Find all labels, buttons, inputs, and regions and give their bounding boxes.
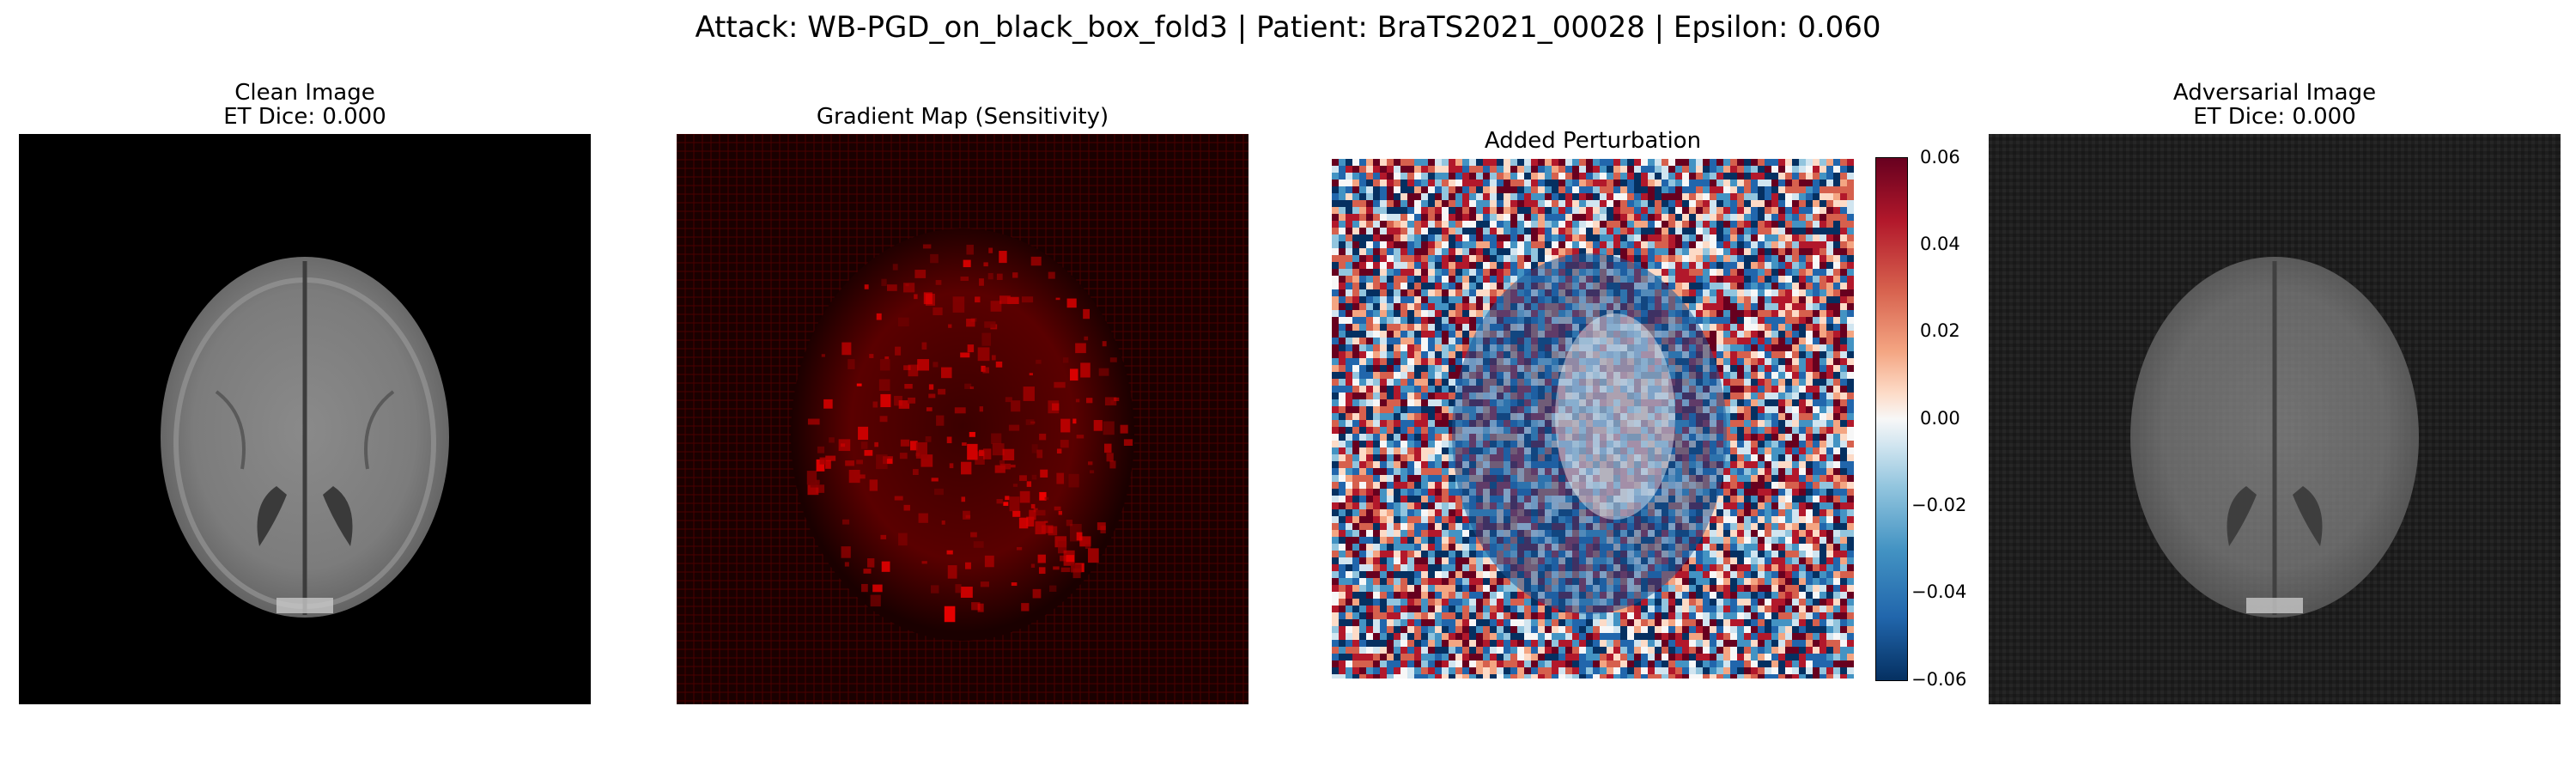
brain-region-negative <box>1452 253 1727 614</box>
adversarial-image-panel <box>1989 134 2561 704</box>
perturbation-panel <box>1332 159 1854 679</box>
perturbation-colorbar <box>1875 157 1908 681</box>
colorbar-tick-3: 0.00 <box>1920 408 1960 429</box>
adversarial-brain-image <box>1989 134 2561 704</box>
clean-image-dice-label: ET Dice: 0.000 <box>223 104 386 130</box>
figure-suptitle: Attack: WB-PGD_on_black_box_fold3 | Pati… <box>695 10 1881 45</box>
gradient-hotspots <box>806 244 1133 623</box>
ventricle-left <box>257 486 287 546</box>
colorbar-tick-5: −0.04 <box>1911 581 1967 602</box>
perturbation-noise-map <box>1332 159 1854 679</box>
colorbar-tick-4: −0.02 <box>1911 495 1967 515</box>
gradient-map-title-line1: Gradient Map (Sensitivity) <box>816 104 1109 130</box>
gradient-heatmap <box>677 134 1249 704</box>
perturbation-title-line1: Added Perturbation <box>1484 128 1702 154</box>
ventricle-right <box>323 486 353 546</box>
clean-image-title-line1: Clean Image <box>234 80 375 106</box>
clean-image-panel <box>19 134 591 704</box>
colorbar-tick-2: 0.02 <box>1920 320 1960 341</box>
gradient-map-panel <box>677 134 1249 704</box>
perturbation-title: Added Perturbation <box>1332 129 1854 153</box>
adversarial-image-title-line1: Adversarial Image <box>2172 80 2377 106</box>
colorbar-tick-0: 0.06 <box>1920 147 1960 167</box>
clean-image-title: Clean Image ET Dice: 0.000 <box>19 81 591 129</box>
clean-brain-image <box>161 257 449 618</box>
adversarial-image-dice-label: ET Dice: 0.000 <box>2193 104 2356 130</box>
colorbar-tick-6: −0.06 <box>1911 669 1967 690</box>
gradient-map-title: Gradient Map (Sensitivity) <box>677 105 1249 129</box>
colorbar-gradient <box>1876 158 1907 680</box>
colorbar-tick-1: 0.04 <box>1920 234 1960 254</box>
adversarial-image-title: Adversarial Image ET Dice: 0.000 <box>1989 81 2561 129</box>
